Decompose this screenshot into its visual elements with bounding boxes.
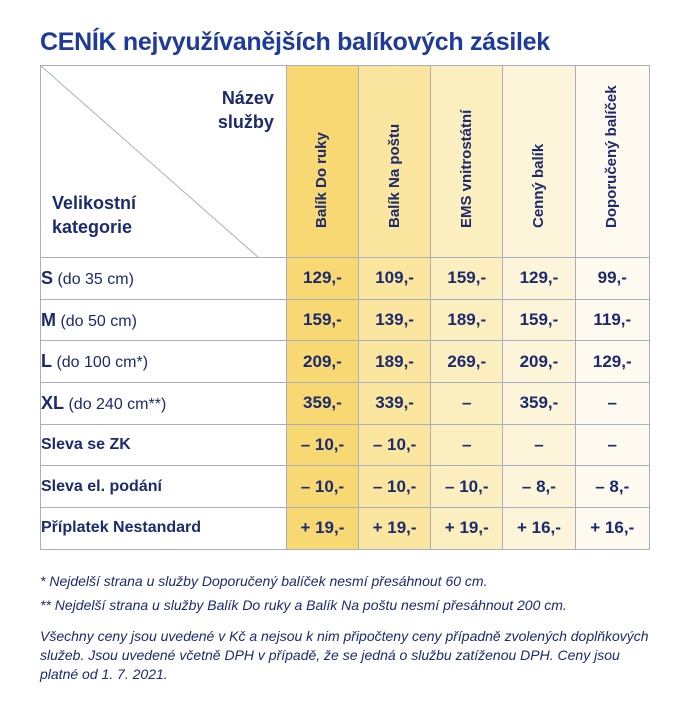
price-cell: + 19,- [358, 507, 432, 550]
table-row: M (do 50 cm) 159,- 139,- 189,- 159,- 119… [40, 298, 651, 342]
price-cell: – 10,- [285, 465, 360, 509]
price-cell: + 19,- [285, 507, 360, 550]
row-label: L (do 100 cm*) [40, 340, 287, 384]
price-cell: – 10,- [285, 423, 360, 467]
price-cell: 159,- [285, 298, 360, 342]
price-cell: + 16,- [574, 507, 651, 550]
price-cell: 139,- [358, 298, 432, 342]
price-table: Název služby Velikostní kategorie Balík … [40, 65, 651, 550]
price-cell: – [502, 423, 576, 467]
row-label: Sleva el. podání [40, 465, 287, 509]
price-cell: – 10,- [358, 423, 432, 467]
service-header-label: Balík Na poštu [385, 123, 403, 228]
price-cell: 119,- [574, 298, 651, 342]
price-cell: 129,- [574, 340, 651, 384]
page-title: CENÍK nejvyužívanějších balíkových zásil… [40, 28, 550, 56]
service-header-cell: Doporučený balíček [574, 65, 651, 258]
row-label: Sleva se ZK [40, 423, 287, 467]
price-cell: 209,- [502, 340, 576, 384]
service-header-cell: Balík Do ruky [285, 65, 360, 258]
price-cell: – 8,- [574, 465, 651, 509]
row-label: XL (do 240 cm**) [40, 382, 287, 425]
table-row: S (do 35 cm) 129,- 109,- 159,- 129,- 99,… [40, 257, 651, 300]
table-row: XL (do 240 cm**) 359,- 339,- – 359,- – [40, 382, 651, 425]
table-row: Sleva el. podání – 10,- – 10,- – 10,- – … [40, 465, 651, 509]
table-header-row: Název služby Velikostní kategorie Balík … [40, 65, 651, 258]
price-cell: – 10,- [358, 465, 432, 509]
corner-header-cell: Název služby Velikostní kategorie [40, 65, 287, 258]
price-cell: 269,- [430, 340, 504, 384]
service-header-cell: Balík Na poštu [358, 65, 432, 258]
price-cell: 189,- [430, 298, 504, 342]
service-header-label: EMS vnitrostátní [457, 109, 475, 228]
diagonal-divider [41, 66, 259, 258]
price-cell: 159,- [430, 257, 504, 300]
price-cell: – [430, 382, 504, 425]
table-row: L (do 100 cm*) 209,- 189,- 269,- 209,- 1… [40, 340, 651, 384]
price-disclaimer: Všechny ceny jsou uvedené v Kč a nejsou … [40, 628, 649, 682]
price-cell: 359,- [285, 382, 360, 425]
price-cell: – [574, 382, 651, 425]
price-cell: 339,- [358, 382, 432, 425]
price-cell: + 19,- [430, 507, 504, 550]
price-cell: + 16,- [502, 507, 576, 550]
table-row: Sleva se ZK – 10,- – 10,- – – – [40, 423, 651, 467]
price-cell: – 10,- [430, 465, 504, 509]
price-cell: – 8,- [502, 465, 576, 509]
price-cell: 109,- [358, 257, 432, 300]
footnote-2: ** Nejdelší strana u služby Balík Do ruk… [40, 597, 567, 613]
price-cell: 189,- [358, 340, 432, 384]
service-header-label: Cenný balík [529, 143, 547, 228]
price-cell: 129,- [502, 257, 576, 300]
price-cell: 129,- [285, 257, 360, 300]
service-header-label: Balík Do ruky [313, 132, 331, 228]
row-label: M (do 50 cm) [40, 298, 287, 342]
service-header-label: Doporučený balíček [603, 85, 621, 228]
price-cell: 209,- [285, 340, 360, 384]
service-name-label: Název služby [217, 88, 274, 132]
price-cell: – [574, 423, 651, 467]
row-label: Příplatek Nestandard [40, 507, 287, 550]
service-header-cell: EMS vnitrostátní [430, 65, 504, 258]
size-category-label: Velikostní kategorie [52, 193, 137, 237]
footnote-1: * Nejdelší strana u služby Doporučený ba… [40, 573, 488, 589]
service-header-cell: Cenný balík [502, 65, 576, 258]
price-cell: 99,- [574, 257, 651, 300]
price-cell: 359,- [502, 382, 576, 425]
table-row: Příplatek Nestandard + 19,- + 19,- + 19,… [40, 507, 651, 550]
row-label: S (do 35 cm) [40, 257, 287, 300]
price-cell: – [430, 423, 504, 467]
price-cell: 159,- [502, 298, 576, 342]
